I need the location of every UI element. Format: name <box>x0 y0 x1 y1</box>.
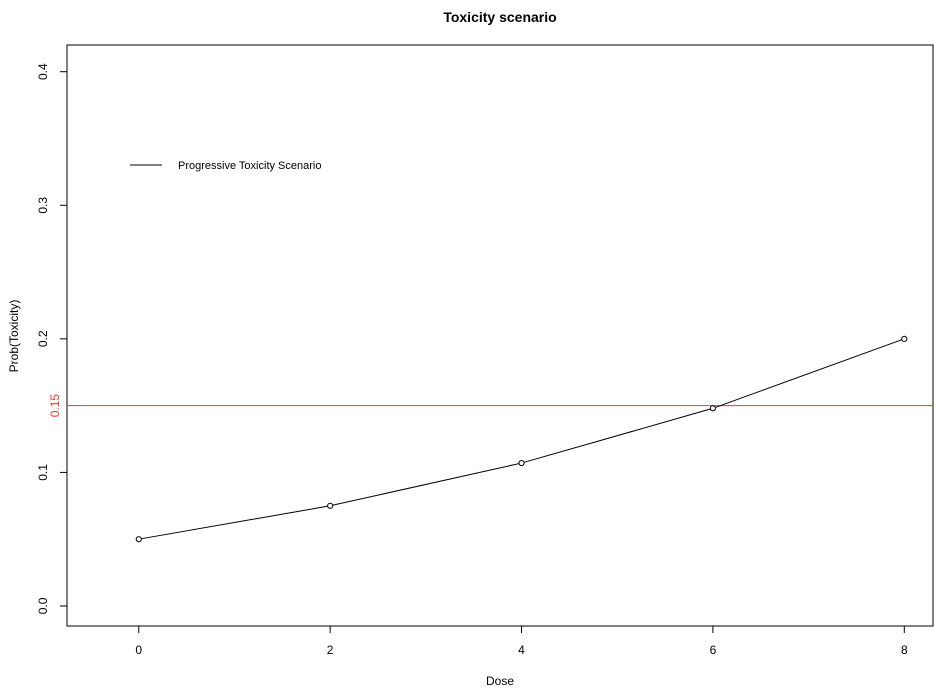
x-tick-label: 8 <box>901 643 908 657</box>
data-point <box>901 335 908 342</box>
series-group <box>135 335 908 543</box>
data-point <box>709 405 717 412</box>
series-line <box>138 338 905 540</box>
chart-title: Toxicity scenario <box>443 9 556 25</box>
x-tick-label: 0 <box>135 643 142 657</box>
legend: Progressive Toxicity Scenario <box>130 160 321 172</box>
x-tick-label: 2 <box>327 643 334 657</box>
y-axis-title: Prob(Toxicity) <box>7 300 21 373</box>
x-tick-label: 4 <box>518 643 525 657</box>
x-tick-label: 6 <box>710 643 717 657</box>
y-tick-label: 0.1 <box>36 464 50 481</box>
data-point <box>518 459 525 467</box>
x-axis: 0 2 4 6 8 <box>135 626 908 657</box>
y-tick-label: 0.0 <box>36 597 50 614</box>
plot-frame <box>66 44 934 627</box>
data-point <box>135 536 142 543</box>
y-tick-label: 0.3 <box>36 197 50 214</box>
data-point <box>327 502 334 509</box>
y-axis: 0.0 0.1 0.2 0.3 0.4 <box>36 63 67 614</box>
reference-line-group: 0.15 <box>48 394 933 418</box>
x-axis-title: Dose <box>486 674 514 688</box>
y-tick-label: 0.4 <box>36 63 50 80</box>
reference-line-label: 0.15 <box>48 394 62 418</box>
y-tick-label: 0.2 <box>36 330 50 347</box>
legend-entry-label: Progressive Toxicity Scenario <box>178 160 321 172</box>
